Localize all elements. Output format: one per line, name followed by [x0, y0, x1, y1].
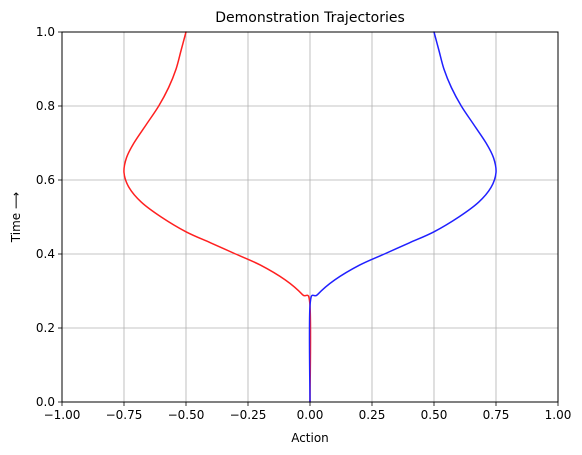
trajectory-line-2 — [308, 31, 497, 403]
chart-title: Demonstration Trajectories — [215, 10, 405, 26]
y-tick-label: 0.0 — [36, 395, 55, 409]
x-tick-label: −0.25 — [230, 408, 267, 422]
x-tick-label: −1.00 — [44, 408, 81, 422]
y-tick-label: 0.6 — [36, 173, 55, 187]
ticks: −1.00 −0.75 −0.50 −0.25 0.00 0.25 0.50 0.75 1.00… — [36, 25, 571, 422]
x-tick-label: 0.75 — [483, 408, 510, 422]
grid — [61, 31, 559, 403]
y-axis-label: Time ⟶ — [9, 192, 23, 243]
y-tick-label: 0.2 — [36, 321, 55, 335]
y-tick-label: 0.8 — [36, 99, 55, 113]
x-tick-label: −0.75 — [106, 408, 143, 422]
y-tick-label: 1.0 — [36, 25, 55, 39]
x-tick-label: 0.50 — [421, 408, 448, 422]
trajectory-line-1 — [123, 31, 312, 403]
x-axis-label: Action — [291, 431, 329, 445]
y-tick-label: 0.4 — [36, 247, 55, 261]
x-tick-label: −0.50 — [168, 408, 205, 422]
x-tick-label: 0.00 — [297, 408, 324, 422]
x-tick-label: 0.25 — [359, 408, 386, 422]
series-layer — [123, 31, 497, 403]
x-tick-label: 1.00 — [545, 408, 572, 422]
